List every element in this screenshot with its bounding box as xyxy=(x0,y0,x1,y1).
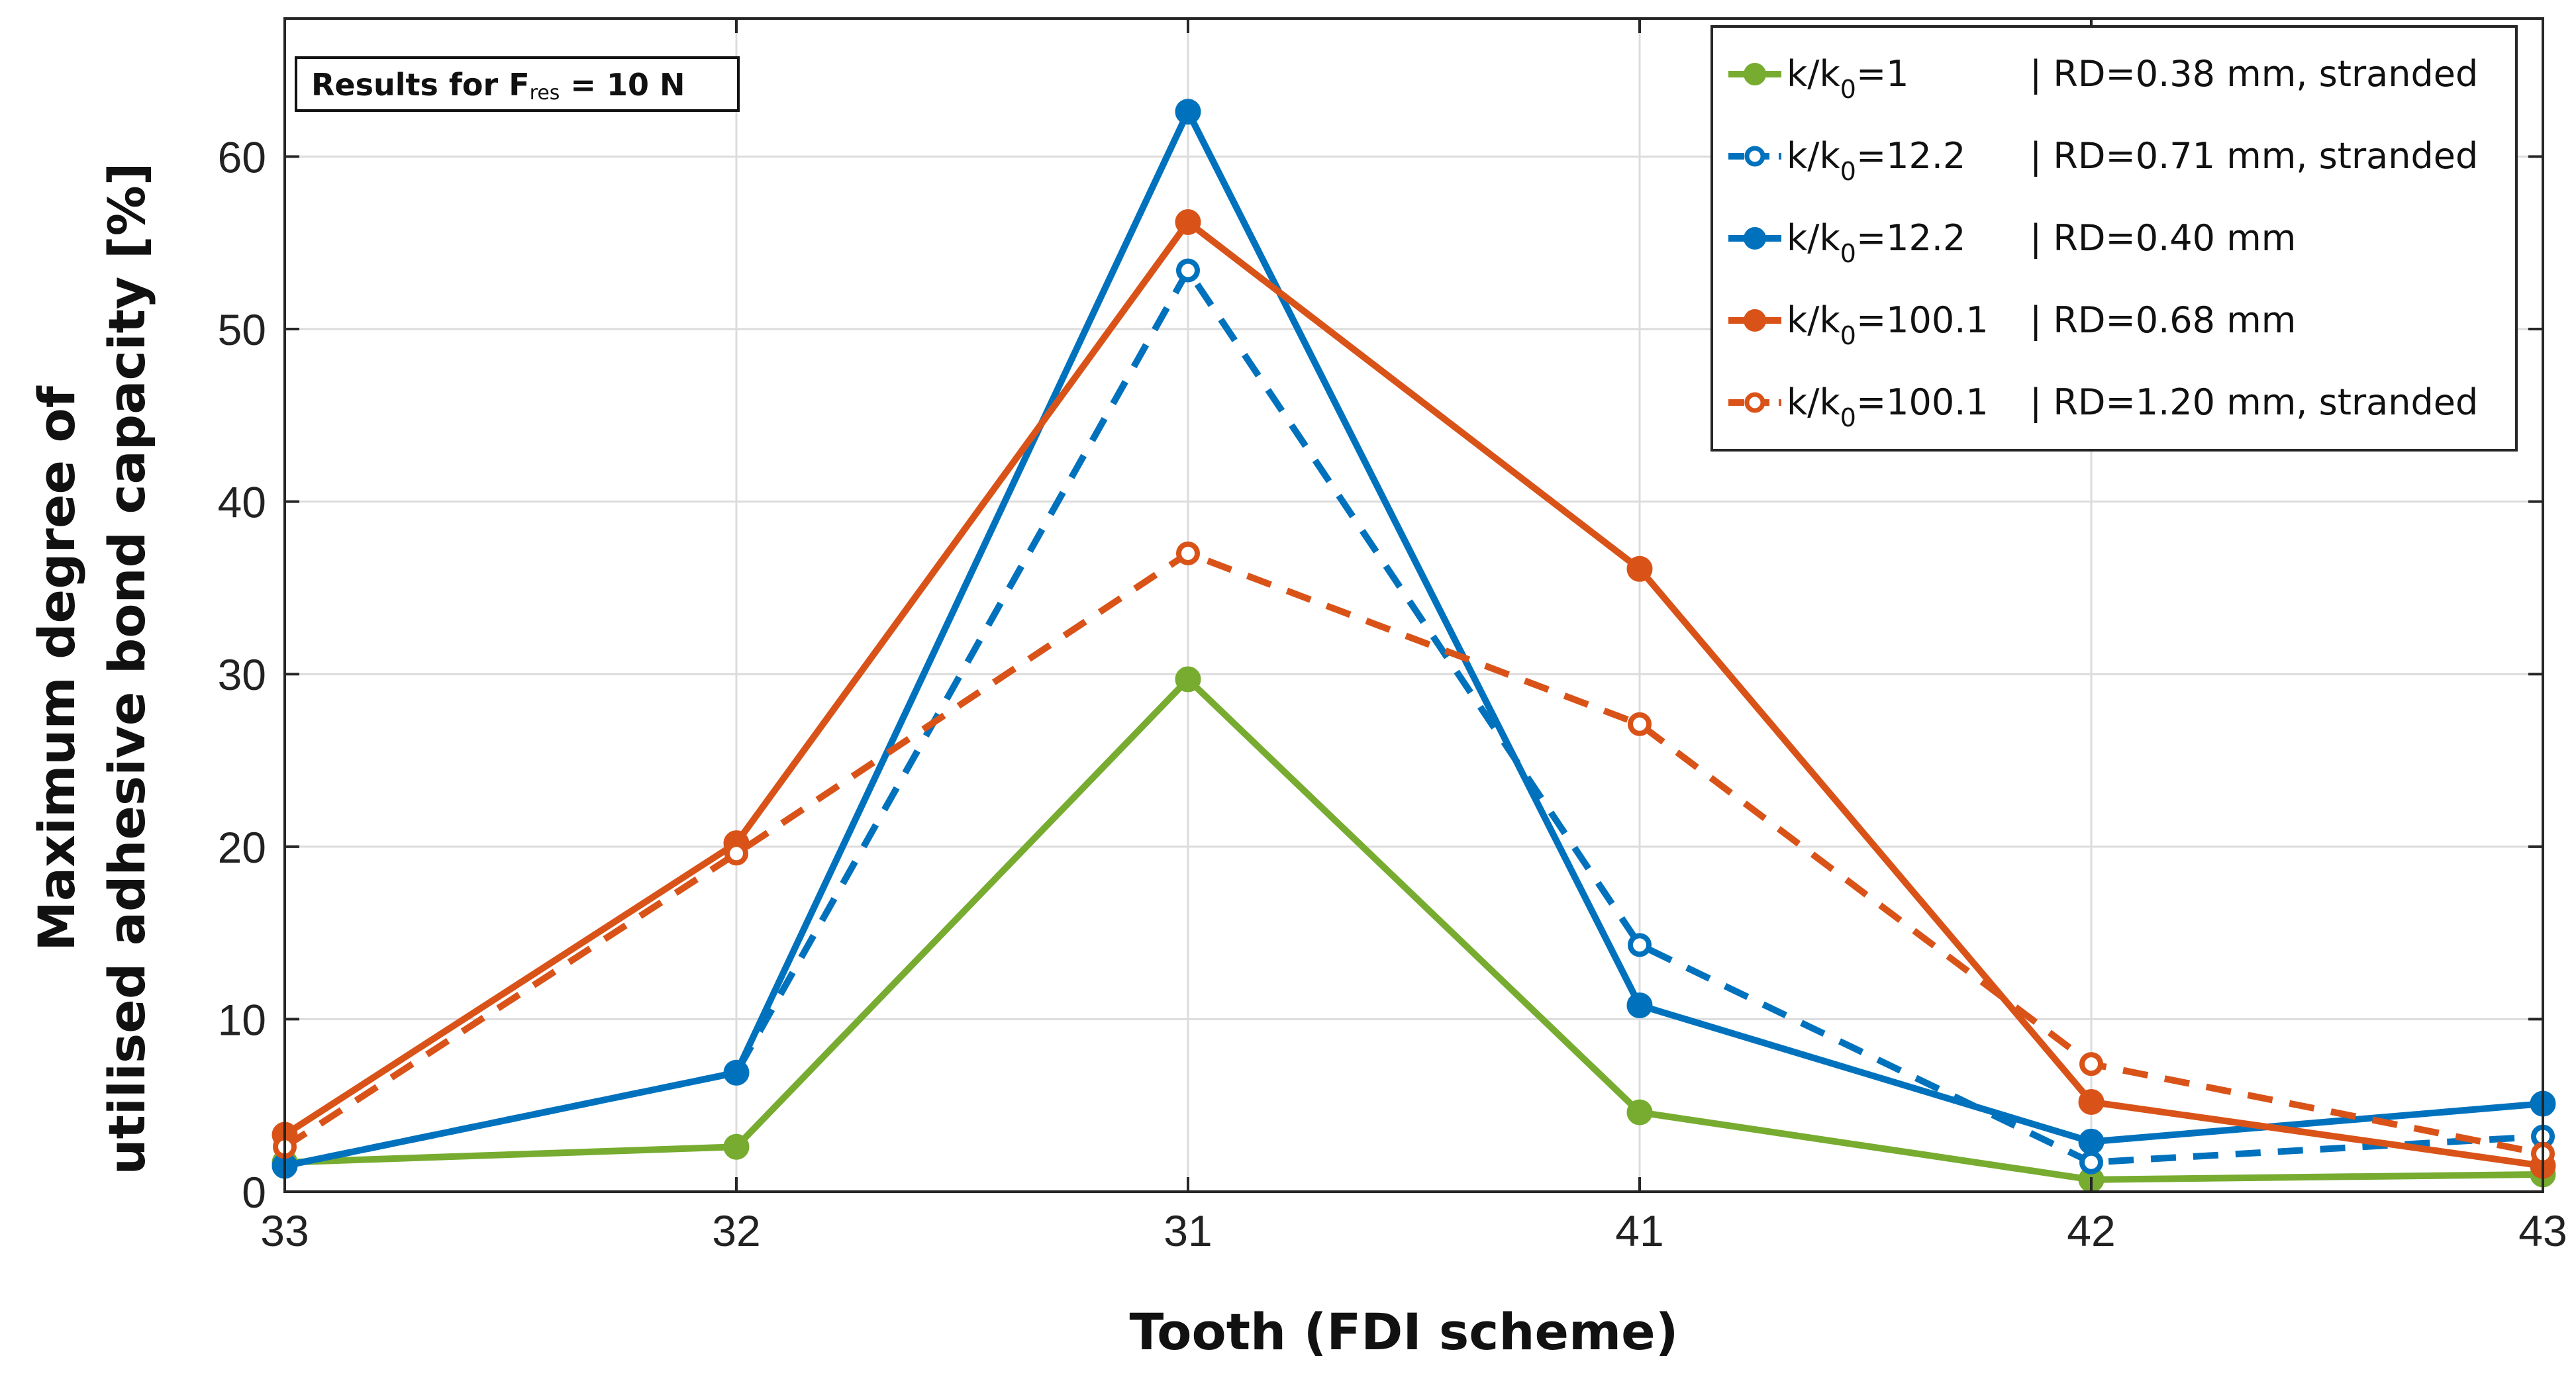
y-axis-label-line-1: Maximum degree of xyxy=(27,385,86,951)
y-tick-label: 40 xyxy=(218,478,266,527)
data-point xyxy=(2079,1150,2103,1174)
y-axis-label-line-2-text: utilised adhesive bond capacity [%] xyxy=(97,162,156,1174)
data-point xyxy=(1626,1099,1653,1125)
legend-entry: k/k0=1 | RD=0.38 mm, stranded xyxy=(1728,53,2478,104)
series-line xyxy=(283,550,2544,1157)
x-tick-label: 42 xyxy=(2067,1206,2115,1255)
x-tick-label: 31 xyxy=(1164,1206,1212,1255)
series-layer xyxy=(272,99,2556,1193)
x-tick-label: 41 xyxy=(1615,1206,1663,1255)
y-axis-label: Maximum degree of xyxy=(27,385,86,951)
series-line xyxy=(281,218,2546,1169)
legend-entry: k/k0=12.2 | RD=0.71 mm, stranded xyxy=(1728,135,2478,186)
legend-rd-label: | RD=0.38 mm, stranded xyxy=(2030,53,2478,95)
legend-box xyxy=(1710,25,2518,452)
legend-marker-swatch xyxy=(1744,227,1766,250)
data-point xyxy=(1628,933,1652,957)
legend-rd-label: | RD=0.71 mm, stranded xyxy=(2030,135,2478,177)
legend: k/k0=1 | RD=0.38 mm, stranded k/k0=12.2 | R… xyxy=(1710,25,2518,452)
legend-rd-label: | RD=0.68 mm xyxy=(2030,299,2296,341)
data-point xyxy=(1176,541,1200,565)
svg-text:Results for Fres = 10 N: Results for Fres = 10 N xyxy=(311,67,685,105)
series xyxy=(272,99,2556,1179)
legend-marker-swatch xyxy=(1744,63,1766,85)
y-tick-label: 30 xyxy=(218,650,266,699)
annotation-subscript: res xyxy=(530,81,560,105)
y-axis-label-line-2: utilised adhesive bond capacity [%] xyxy=(97,162,156,1174)
data-point xyxy=(1175,666,1201,693)
data-point xyxy=(723,1059,750,1086)
legend-marker-swatch xyxy=(1744,146,1765,167)
results-annotation: Results for Fres = 10 N xyxy=(295,56,740,112)
legend-label: k/k0=12.2 xyxy=(1787,217,1965,268)
legend-entry: k/k0=100.1 | RD=0.68 mm xyxy=(1728,299,2296,350)
series xyxy=(273,541,2555,1166)
data-point xyxy=(1175,99,1201,125)
legend-rd-label: | RD=0.40 mm xyxy=(2030,217,2296,259)
x-tick-label: 32 xyxy=(712,1206,760,1255)
annotation-suffix: = 10 N xyxy=(560,67,685,103)
tick-labels: 0 10 20 30 40 50 60 33 32 31 41 42 43 xyxy=(218,19,2567,1255)
data-point xyxy=(1176,258,1200,283)
legend-marker-swatch xyxy=(1744,309,1766,332)
data-point xyxy=(2078,1128,2105,1155)
legend-label: k/k0=1 xyxy=(1787,53,1909,104)
y-tick-label: 50 xyxy=(218,305,266,354)
legend-marker-swatch xyxy=(1744,392,1765,413)
data-point xyxy=(1626,992,1653,1019)
series-line xyxy=(281,108,2546,1169)
legend-label: k/k0=100.1 xyxy=(1787,381,1989,432)
annotation-prefix: Results for F xyxy=(311,67,530,103)
data-point xyxy=(723,1133,750,1160)
data-point xyxy=(1175,209,1201,235)
x-tick-label: 33 xyxy=(260,1206,309,1255)
y-tick-label: 0 xyxy=(242,1168,266,1217)
legend-entry: k/k0=12.2 | RD=0.40 mm xyxy=(1728,217,2296,268)
y-tick-label: 10 xyxy=(218,995,266,1044)
x-tick-label: 43 xyxy=(2518,1206,2567,1255)
data-point xyxy=(1626,555,1653,582)
y-tick-label: 20 xyxy=(218,823,266,872)
series-line xyxy=(281,676,2546,1183)
y-tick-label: 60 xyxy=(218,132,266,181)
data-point xyxy=(2078,1088,2105,1115)
legend-label: k/k0=12.2 xyxy=(1787,135,1965,186)
data-point xyxy=(1628,712,1652,736)
data-point xyxy=(2079,1052,2103,1076)
data-point xyxy=(724,841,748,866)
plot-frame xyxy=(283,17,2544,1193)
legend-label: k/k0=100.1 xyxy=(1787,299,1989,350)
legend-entry: k/k0=100.1 | RD=1.20 mm, stranded xyxy=(1728,381,2478,432)
legend-rd-label: | RD=1.20 mm, stranded xyxy=(2030,381,2478,423)
x-axis-label: Tooth (FDI scheme) xyxy=(1130,1302,1679,1361)
